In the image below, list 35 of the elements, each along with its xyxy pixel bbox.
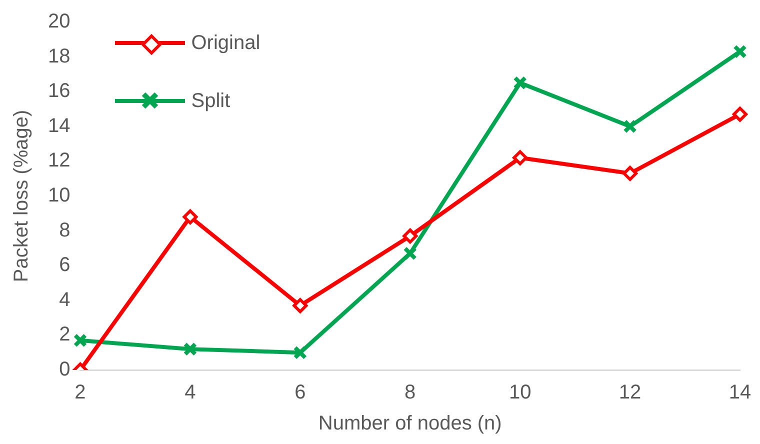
point [182, 209, 198, 224]
x-tick-label: 6 [294, 382, 306, 404]
y-tick-label: 0 [59, 358, 70, 381]
x-axis-title: Number of nodes (n) [318, 412, 502, 435]
y-tick-label: 20 [48, 10, 70, 33]
point [292, 298, 308, 314]
x-tick-label: 2 [74, 382, 86, 404]
point [733, 44, 747, 59]
legend-label: Split [191, 90, 230, 112]
y-tick-label: 10 [48, 184, 70, 207]
point [622, 166, 638, 181]
y-tick-label: 12 [48, 150, 70, 172]
point [512, 150, 528, 166]
point [623, 119, 637, 134]
x-tick-label: 14 [728, 382, 752, 404]
point [402, 228, 418, 244]
x-tick-label: 10 [508, 382, 532, 404]
point [183, 342, 198, 356]
point [403, 246, 418, 260]
point [73, 333, 88, 348]
y-tick-label: 16 [48, 80, 70, 102]
y-axis-title: Packet loss (%age) [10, 110, 33, 282]
point [513, 76, 528, 90]
y-tick-label: 6 [59, 254, 70, 276]
x-tick-label: 12 [618, 382, 642, 404]
legend-label: Original [191, 32, 260, 54]
y-tick-label: 2 [59, 324, 70, 346]
y-tick-label: 18 [48, 45, 70, 68]
x-tick-label: 4 [184, 382, 196, 404]
y-tick-label: 4 [59, 288, 70, 311]
point [732, 106, 748, 122]
y-tick-label: 14 [48, 114, 70, 137]
y-tick-label: 8 [59, 219, 70, 242]
point [293, 346, 308, 360]
x-tick-label: 8 [404, 382, 416, 404]
